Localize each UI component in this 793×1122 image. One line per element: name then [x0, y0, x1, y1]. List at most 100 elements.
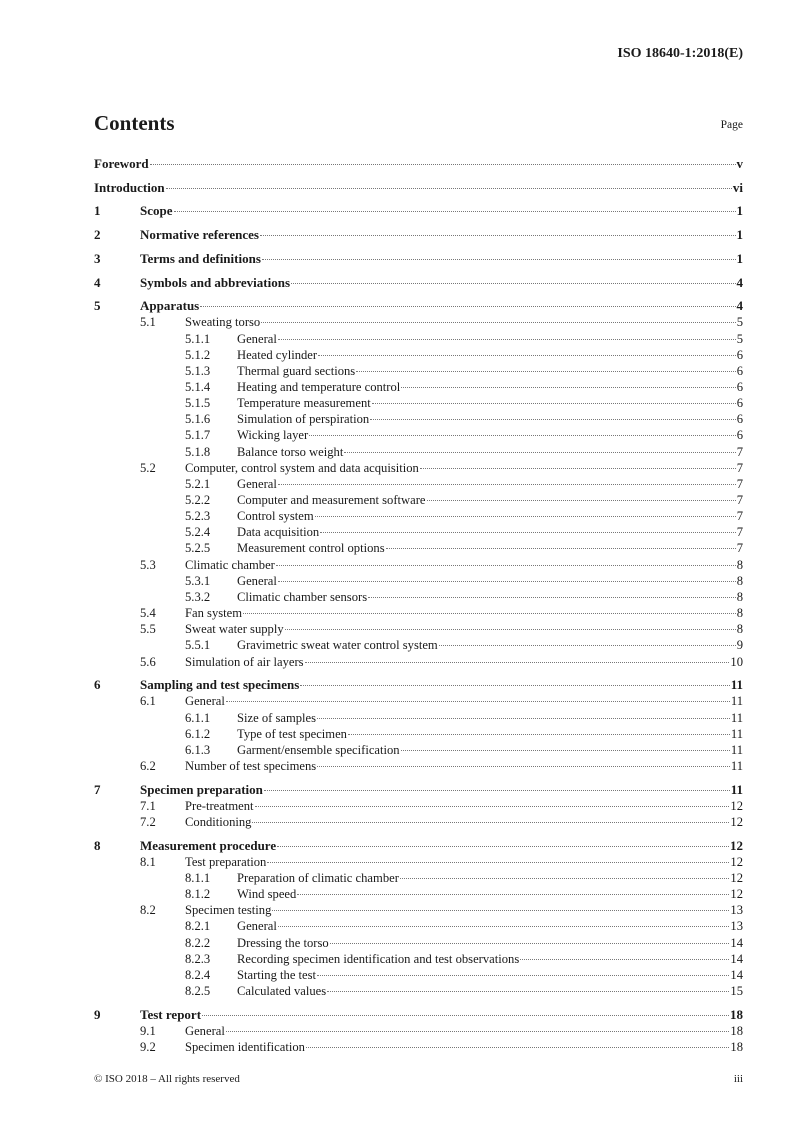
toc-entry[interactable]: 5 Apparatus 4: [94, 298, 743, 315]
toc-entry-number: 9.1: [140, 1023, 156, 1038]
toc-entry-number: 5.1.8: [185, 444, 211, 459]
toc-entry[interactable]: 5.5 Sweat water supply 8: [94, 621, 743, 638]
toc-entry-number: 5.1.6: [185, 412, 211, 427]
toc-entry[interactable]: 8.2.5 Calculated values 15: [94, 983, 743, 999]
toc-entry-title: Simulation of air layers: [185, 653, 304, 670]
toc-entry-page: 6: [736, 347, 743, 362]
toc-entry-number: 5.1.7: [185, 428, 211, 443]
toc-entry-page: 6: [736, 363, 743, 378]
toc-entry[interactable]: 9 Test report 18: [94, 1006, 743, 1023]
toc-entry[interactable]: 8.2.1 General 13: [94, 918, 743, 935]
toc-entry[interactable]: 5.1.3 Thermal guard sections 6: [94, 362, 743, 379]
toc-entry-page: 13: [730, 903, 743, 918]
toc-entry[interactable]: 5.2 Computer, control system and data acq…: [94, 459, 743, 476]
dot-leader: [318, 354, 736, 356]
toc-entry-number: 5: [94, 298, 101, 314]
toc-entry-title: Symbols and abbreviations: [140, 274, 291, 291]
toc-entry-page: 13: [730, 919, 743, 934]
toc-entry[interactable]: 8.1.1 Preparation of climatic chamber 12: [94, 869, 743, 886]
toc-entry[interactable]: 1 Scope 1: [94, 203, 743, 220]
toc-entry-page: 6: [736, 396, 743, 411]
dot-leader: [252, 821, 730, 823]
dot-leader: [297, 894, 730, 896]
toc-entry[interactable]: 5.1.6 Simulation of perspiration 6: [94, 411, 743, 428]
dot-leader: [304, 661, 730, 663]
toc-entry[interactable]: 5.2.5 Measurement control options 7: [94, 540, 743, 557]
toc-entry[interactable]: 5.1.8 Balance torso weight 7: [94, 443, 743, 460]
toc-entry[interactable]: 6.2 Number of test specimens 11: [94, 757, 743, 774]
toc-entry[interactable]: 7.2 Conditioning 12: [94, 813, 743, 830]
toc-entry[interactable]: 3 Terms and definitions 1: [94, 250, 744, 267]
toc-entry[interactable]: 6.1.1 Size of samples 11: [94, 709, 743, 726]
toc-entry[interactable]: 5.2.1 General 7: [94, 475, 743, 492]
toc-entry-number: 5.1.1: [185, 331, 211, 346]
toc-entry-number: 5.2.4: [185, 525, 211, 540]
dot-leader: [317, 717, 730, 719]
toc-entry[interactable]: 8.1 Test preparation 12: [94, 853, 743, 870]
toc-entry[interactable]: 7.1 Pre-treatment 12: [94, 797, 743, 814]
toc-entry[interactable]: 9.1 General 18: [94, 1022, 743, 1039]
dot-leader: [277, 926, 730, 928]
toc-entry[interactable]: 5.6 Simulation of air layers 10: [94, 653, 743, 670]
toc-entry[interactable]: 6.1.3 Garment/ensemble specification 11: [94, 741, 743, 758]
toc-entry[interactable]: 6.1.2 Type of test specimen 11: [94, 725, 743, 742]
toc-entry-page: 6: [736, 379, 743, 394]
toc-entry-title: Data acquisition: [237, 524, 320, 541]
toc-entry-title: General: [237, 918, 277, 935]
dot-leader: [277, 580, 736, 582]
dot-leader: [267, 861, 730, 863]
toc-entry[interactable]: 6 Sampling and test specimens 11: [94, 677, 743, 694]
toc-entry[interactable]: 8.2.4 Starting the test 14: [94, 966, 743, 983]
toc-entry[interactable]: 5.1.7 Wicking layer 6: [94, 427, 743, 444]
toc-entry-number: 6: [94, 677, 101, 693]
dot-leader: [314, 516, 736, 518]
toc-entry-number: 9.2: [140, 1040, 156, 1054]
toc-entry-title: Test preparation: [185, 853, 267, 870]
toc-entry-title: Number of test specimens: [185, 757, 317, 774]
toc-entry[interactable]: 5.2.2 Computer and measurement software 7: [94, 492, 743, 508]
toc-entry[interactable]: 5.1.5 Temperature measurement 6: [94, 395, 743, 412]
toc-entry-title: Temperature measurement: [237, 395, 371, 412]
toc-entry-page: 12: [730, 854, 743, 869]
toc-entry-number: 5.1.5: [185, 396, 211, 411]
toc-entry[interactable]: 8 Measurement procedure 12: [94, 837, 743, 854]
toc-entry[interactable]: 8.1.2 Wind speed 12: [94, 886, 743, 903]
toc-entry[interactable]: Foreword v: [94, 156, 743, 172]
toc-entry[interactable]: 6.1 General 11: [94, 693, 743, 710]
toc-entry-page: 9: [736, 638, 743, 653]
dot-leader: [520, 958, 730, 960]
toc-entry[interactable]: 8.2 Specimen testing 13: [94, 902, 743, 919]
toc-entry[interactable]: 9.2 Specimen identification 18: [94, 1039, 743, 1055]
toc-entry-page: 14: [730, 967, 743, 982]
toc-entry[interactable]: 5.1.1 General 5: [94, 330, 743, 347]
toc-entry[interactable]: 5.3 Climatic chamber 8: [94, 556, 743, 573]
dot-leader: [275, 564, 736, 566]
toc-entry[interactable]: 5.1.2 Heated cylinder 6: [94, 346, 743, 363]
toc-entry[interactable]: 7 Specimen preparation 11: [94, 781, 743, 798]
toc-entry[interactable]: 5.3.1 General 8: [94, 572, 743, 589]
toc-entry[interactable]: 5.1 Sweating torso 5: [94, 314, 743, 331]
toc-entry[interactable]: 8.2.3 Recording specimen identification a…: [94, 950, 743, 967]
toc-entry-page: 14: [730, 935, 743, 950]
toc-entry-title: Preparation of climatic chamber: [237, 869, 399, 886]
toc-entry-page: 7: [736, 460, 743, 475]
toc-entry[interactable]: 8.2.2 Dressing the torso 14: [94, 934, 743, 951]
toc-entry[interactable]: 5.5.1 Gravimetric sweat water control sys…: [94, 637, 743, 654]
toc-entry-number: 6.1.3: [185, 742, 211, 757]
toc-entry[interactable]: 5.2.4 Data acquisition 7: [94, 524, 743, 541]
toc-entry-page: 11: [730, 758, 743, 773]
dot-leader: [277, 845, 729, 847]
toc-entry-page: 7: [736, 476, 743, 491]
toc-entry[interactable]: 2 Normative references 1: [94, 227, 743, 244]
dot-leader: [309, 435, 736, 437]
toc-entry-title: Computer and measurement software: [237, 492, 426, 508]
toc-entry[interactable]: Introduction vi: [94, 179, 743, 196]
toc-entry[interactable]: 5.1.4 Heating and temperature control 6: [94, 378, 743, 395]
toc-entry-title: Heated cylinder: [237, 346, 318, 363]
toc-entry[interactable]: 5.4 Fan system 8: [94, 605, 743, 622]
toc-entry[interactable]: 5.2.3 Control system 7: [94, 508, 743, 525]
toc-entry[interactable]: 4 Symbols and abbreviations 4: [94, 274, 743, 291]
toc-entry-page: 1: [736, 250, 744, 266]
toc-entry[interactable]: 5.3.2 Climatic chamber sensors 8: [94, 588, 743, 605]
dot-leader: [261, 322, 736, 324]
